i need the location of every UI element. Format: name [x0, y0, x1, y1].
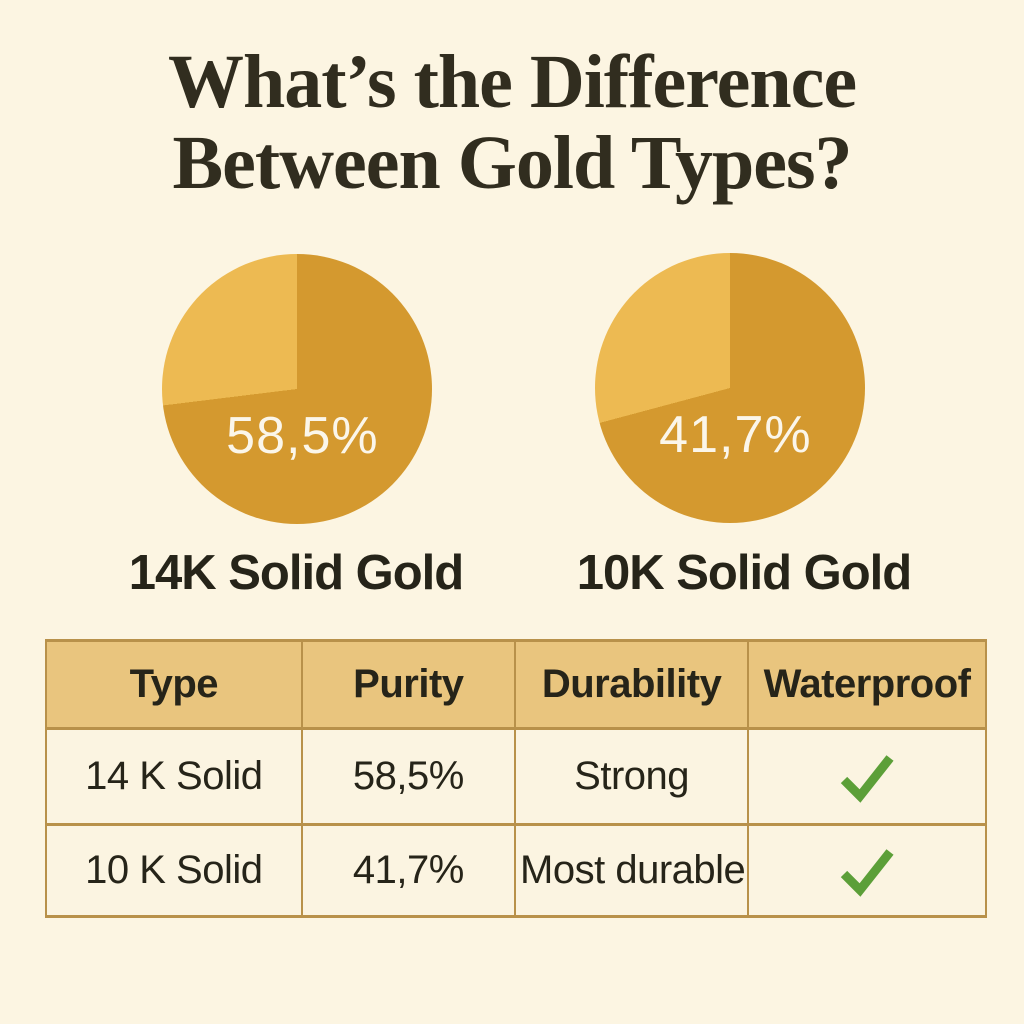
- cell-durability: Most durable: [514, 823, 750, 918]
- page-title: What’s the Difference Between Gold Types…: [0, 42, 1024, 203]
- header-cell-waterproof: Waterproof: [747, 639, 987, 730]
- cell-waterproof: [747, 727, 987, 826]
- comparison-table: Type Purity Durability Waterproof 14 K S…: [45, 639, 987, 918]
- page-title-line2: Between Gold Types?: [172, 120, 852, 205]
- pie-14k-percent-label: 58,5%: [226, 407, 379, 466]
- pie-chart-14k: 58,5%: [162, 254, 432, 524]
- page-title-line1: What’s the Difference: [167, 40, 857, 124]
- header-cell-durability: Durability: [514, 639, 750, 730]
- table-row-10k: 10 K Solid 41,7% Most durable: [45, 823, 987, 918]
- cell-type: 14 K Solid: [45, 727, 303, 826]
- cell-waterproof: [747, 823, 987, 918]
- table-header-row: Type Purity Durability Waterproof: [45, 639, 987, 730]
- pie-10k-percent-label: 41,7%: [659, 406, 812, 465]
- header-cell-type: Type: [45, 639, 303, 730]
- checkmark-icon: [840, 848, 894, 897]
- cell-purity: 58,5%: [300, 727, 517, 826]
- pie-14k-title: 14K Solid Gold: [128, 546, 464, 600]
- checkmark-icon: [840, 754, 894, 803]
- cell-type: 10 K Solid: [45, 823, 303, 918]
- table-row-14k: 14 K Solid 58,5% Strong: [45, 727, 987, 826]
- cell-purity: 41,7%: [300, 823, 517, 918]
- header-cell-purity: Purity: [300, 639, 517, 730]
- pie-10k-title: 10K Solid Gold: [576, 546, 912, 600]
- cell-durability: Strong: [514, 727, 750, 826]
- pie-chart-10k: 41,7%: [595, 253, 865, 523]
